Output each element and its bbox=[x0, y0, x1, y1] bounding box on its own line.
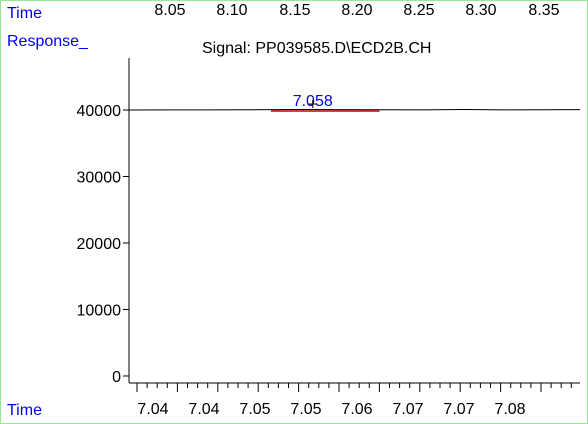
x-tick-label: 7.04 bbox=[188, 401, 219, 418]
y-axis-label: Response_ bbox=[7, 33, 88, 50]
top-tick-label: 8.10 bbox=[216, 2, 248, 19]
y-tick-label: 10000 bbox=[77, 303, 122, 320]
x-tick-label: 7.05 bbox=[290, 401, 321, 418]
y-tick-label: 20000 bbox=[77, 236, 122, 253]
y-tick-label: 30000 bbox=[77, 170, 122, 187]
top-time-axis: 8.05 8.10 8.15 8.20 8.25 8.30 8.35 bbox=[0, 2, 588, 24]
y-tick-label: 0 bbox=[112, 369, 121, 386]
signal-trace bbox=[128, 108, 581, 111]
top-tick-label: 8.30 bbox=[465, 2, 497, 19]
top-tick-label: 8.15 bbox=[279, 2, 311, 19]
top-tick-label: 8.20 bbox=[341, 2, 373, 19]
x-tick-label: 7.08 bbox=[494, 401, 525, 418]
x-tick-label: 7.05 bbox=[239, 401, 270, 418]
x-tick-label: 7.06 bbox=[341, 401, 372, 418]
top-tick-label: 8.05 bbox=[154, 2, 186, 19]
x-tick-label: 7.04 bbox=[137, 401, 168, 418]
y-tick-label: 40000 bbox=[77, 103, 122, 120]
chart-title: Signal: PP039585.D\ECD2B.CH bbox=[202, 40, 432, 57]
x-tick-label: 7.07 bbox=[392, 401, 423, 418]
top-time-label: Time bbox=[7, 5, 42, 22]
x-tick-label: 7.07 bbox=[443, 401, 474, 418]
x-axis-label: Time bbox=[7, 402, 42, 419]
top-tick-label: 8.25 bbox=[403, 2, 435, 19]
top-tick-label: 8.35 bbox=[528, 2, 560, 19]
